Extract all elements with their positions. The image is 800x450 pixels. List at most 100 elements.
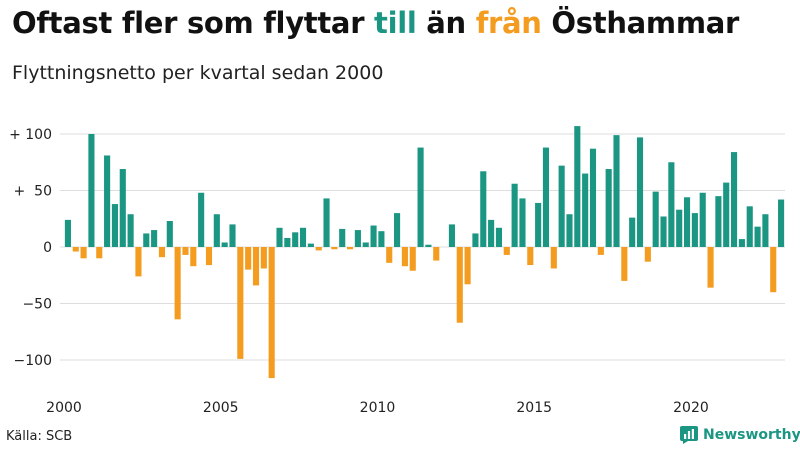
chart-subtitle: Flyttningsnetto per kvartal sedan 2000 [12, 62, 384, 84]
bar: 2022 K2: 29 [762, 214, 769, 247]
newsworthy-logo-icon [680, 426, 698, 444]
bar: 2011 K4: -12 [433, 247, 440, 261]
bar: 2005 K3: -99 [237, 247, 244, 359]
bar: 2013 K3: 24 [488, 219, 495, 247]
bar: 2002 K3: 12 [143, 233, 150, 247]
bar: 2010 K3: 30 [394, 213, 401, 247]
x-tick-label: 2010 [360, 400, 396, 416]
bar: 2008 K2: 43 [323, 198, 330, 247]
bar: 2014 K2: 56 [511, 183, 518, 247]
bar: 2019 K4: 44 [683, 197, 691, 247]
bar: 2018 K3: -13 [644, 247, 651, 262]
bar: 2021 K2: 84 [731, 152, 738, 247]
bar: 2008 K3: -2 [331, 247, 338, 250]
bar: 2002 K4: 15 [151, 230, 158, 247]
bar: 2014 K3: 43 [519, 198, 526, 247]
bar: 2015 K3: -19 [550, 247, 557, 269]
bar: 2019 K1: 27 [660, 216, 667, 247]
bar: 2017 K2: 69 [605, 169, 612, 247]
x-tick-label: 2020 [673, 400, 709, 416]
bar: 2007 K4: 3 [307, 243, 314, 247]
brand-name: Newsworthy [703, 427, 800, 443]
bar: 2009 K2: 15 [354, 230, 361, 247]
bar: 2015 K2: 88 [542, 147, 550, 247]
bar: 2012 K2: 20 [448, 224, 455, 247]
bar: 2022 K4: 42 [778, 199, 785, 247]
bar: 2003 K4: -7 [182, 247, 189, 255]
bar: 2009 K3: 4 [362, 242, 369, 247]
title-negative-word: från [475, 6, 542, 40]
bar: 2020 K3: -36 [707, 247, 714, 288]
bar: 2016 K2: 107 [574, 126, 581, 247]
bar: 2013 K2: 67 [480, 171, 487, 247]
y-tick-label: −50 [22, 297, 52, 313]
bar: 2001 K4: 69 [119, 169, 126, 247]
bar: 2012 K3: -67 [456, 247, 463, 323]
bar: 2004 K1: -17 [190, 247, 197, 267]
y-tick-label: + 100 [9, 127, 52, 143]
bar: 2000 K2: -4 [72, 247, 79, 252]
bar: 2014 K4: -16 [527, 247, 534, 266]
title-positive-word: till [374, 6, 417, 40]
bar: 2005 K1: 4 [221, 242, 228, 247]
bar: 2008 K4: 16 [339, 228, 346, 247]
bar: 2009 K1: -2 [346, 247, 354, 250]
bar: 2000 K4: 100 [88, 134, 95, 247]
bar: 2016 K1: 29 [566, 214, 573, 247]
bar: 2004 K2: 48 [198, 192, 205, 247]
bar: 2001 K3: 38 [111, 204, 118, 247]
bar-chart: + 100 + 50 0 −50 −100 2000 K1: 242000 K2: -4… [9, 126, 785, 416]
bar: 2007 K2: 13 [292, 232, 299, 247]
title-part2: än [416, 6, 476, 40]
bar: 2003 K2: 23 [166, 221, 173, 247]
bar: 2018 K4: 49 [652, 191, 659, 247]
bar: 2001 K1: -10 [96, 247, 103, 259]
bar: 2022 K1: 18 [754, 226, 761, 247]
bar: 2015 K1: 39 [535, 202, 542, 247]
title-part1: Oftast fler som flyttar [12, 6, 374, 40]
bar: 2021 K3: 7 [738, 239, 745, 247]
bar: 2006 K4: 17 [276, 227, 283, 247]
x-tick-label: 2000 [46, 400, 82, 416]
bar: 2004 K4: 29 [213, 214, 220, 247]
brand-logo[interactable]: Newsworthy [680, 426, 800, 444]
bar: 2013 K1: 12 [472, 233, 479, 247]
bar: 2001 K2: 81 [104, 155, 111, 247]
bar: 2002 K1: 29 [127, 214, 134, 247]
bar: 2014 K1: -7 [503, 247, 510, 255]
bar: 2006 K3: -116 [268, 247, 275, 379]
bar: 2020 K2: 48 [699, 192, 706, 247]
bar: 2020 K1: 30 [691, 213, 698, 247]
x-tick-label: 2015 [516, 400, 552, 416]
bar: 2018 K2: 97 [636, 137, 644, 247]
bar: 2013 K4: 17 [495, 227, 503, 247]
bar: 2006 K1: -34 [252, 247, 260, 286]
bar: 2017 K1: -7 [597, 247, 604, 255]
bar: 2019 K2: 75 [668, 162, 675, 247]
bar: 2003 K3: -64 [174, 247, 181, 320]
title-part3: Östhammar [541, 6, 740, 40]
bar: 2016 K3: 65 [582, 173, 589, 247]
bars: 2000 K1: 242000 K2: -42000 K3: -102000 K… [64, 126, 785, 379]
source-note: Källa: SCB [6, 429, 73, 444]
bar: 2005 K2: 20 [229, 224, 236, 247]
bar: 2011 K1: -21 [409, 247, 416, 271]
bar: 2002 K2: -26 [135, 247, 142, 277]
bar: 2021 K1: 57 [723, 182, 730, 247]
bar: 2012 K4: -33 [464, 247, 471, 285]
bar: 2008 K1: -3 [315, 247, 322, 251]
bar: 2009 K4: 19 [370, 225, 377, 247]
bar: 2017 K3: 99 [613, 135, 620, 247]
y-tick-label: + 50 [14, 184, 52, 200]
x-axis-ticks: 2000 2005 2010 2015 2020 [46, 400, 709, 416]
bar: 2010 K4: -17 [401, 247, 408, 267]
chart-title: Oftast fler som flyttar till än från Öst… [12, 6, 739, 40]
bar: 2011 K2: 88 [417, 147, 424, 247]
bar: 2016 K4: 87 [589, 148, 597, 247]
bar: 2000 K3: -10 [80, 247, 87, 259]
bar: 2017 K4: -30 [621, 247, 628, 281]
bar: 2010 K1: 14 [378, 231, 385, 247]
y-tick-label: 0 [43, 240, 52, 256]
x-tick-label: 2005 [203, 400, 239, 416]
bar: 2004 K3: -16 [205, 247, 213, 266]
